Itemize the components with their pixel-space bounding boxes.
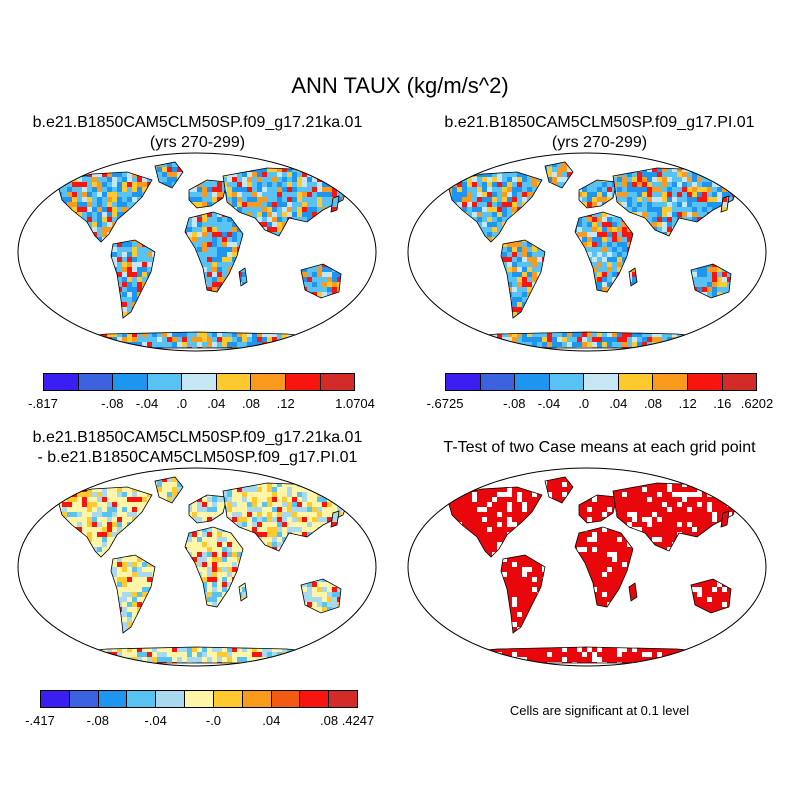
colorbar-tick-label: .16 (713, 396, 731, 411)
colorbar-cell (515, 374, 550, 390)
colorbar-tick-label: .04 (262, 713, 280, 728)
map-case (17, 152, 377, 352)
colorbar-cell (300, 691, 329, 707)
colorbar-tick-label: -.04 (136, 396, 158, 411)
colorbar-tick-label: .6202 (741, 396, 774, 411)
colorbar-tick-label: .0 (578, 396, 589, 411)
colorbar-cell (217, 374, 252, 390)
panel-title-line: b.e21.B1850CAM5CLM50SP.f09_g17.21ka.01 (5, 428, 390, 448)
panel-title-case: b.e21.B1850CAM5CLM50SP.f09_g17.21ka.01 (… (5, 113, 390, 153)
colorbar-cell (70, 691, 99, 707)
figure-title: ANN TAUX (kg/m/s^2) (0, 73, 800, 99)
colorbar-cell (243, 691, 272, 707)
colorbar-cell (41, 691, 70, 707)
colorbar-tick-label: -.08 (503, 396, 525, 411)
colorbar-cell (127, 691, 156, 707)
colorbar-cell (619, 374, 654, 390)
colorbar-cell (321, 374, 355, 390)
colorbar-cell (251, 374, 286, 390)
colorbar-labels-case: -.817 -.08 -.04.0.04.08.12 1.0704 (43, 396, 355, 412)
panel-title-line: - b.e21.B1850CAM5CLM50SP.f09_g17.PI.01 (5, 448, 390, 468)
colorbar-tick-label: -.04 (538, 396, 560, 411)
colorbar-cell (113, 374, 148, 390)
colorbar-tick-label: -.08 (87, 713, 109, 728)
colorbar-cell (44, 374, 79, 390)
panel-title-line: T-Test of two Case means at each grid po… (407, 438, 792, 458)
colorbar-tick-label: -.6725 (427, 396, 464, 411)
colorbar-cell (156, 691, 185, 707)
map-ttest (407, 467, 767, 667)
colorbar-tick-label: .04 (609, 396, 627, 411)
colorbar-cell (214, 691, 243, 707)
colorbar-cell (185, 691, 214, 707)
panel-title-line: (yrs 270-299) (407, 133, 792, 153)
colorbar-labels-difference: -.417 -.08 -.04 -.0.04.08.4247 (40, 713, 358, 729)
colorbar-tick-label: -.417 (25, 713, 55, 728)
colorbar-difference (40, 690, 358, 708)
panel-title-difference: b.e21.B1850CAM5CLM50SP.f09_g17.21ka.01 -… (5, 428, 390, 468)
colorbar-reference (445, 373, 757, 391)
panel-title-ttest: T-Test of two Case means at each grid po… (407, 438, 792, 458)
panel-title-line: (yrs 270-299) (5, 133, 390, 153)
colorbar-tick-label: .08 (320, 713, 338, 728)
colorbar-tick-label: .08 (644, 396, 662, 411)
colorbar-tick-label: 1.0704 (335, 396, 375, 411)
colorbar-tick-label: .04 (207, 396, 225, 411)
colorbar-cell (99, 691, 128, 707)
colorbar-tick-label: .08 (242, 396, 260, 411)
colorbar-case (43, 373, 355, 391)
significance-note: Cells are significant at 0.1 level (407, 703, 792, 718)
colorbar-cell (272, 691, 301, 707)
colorbar-tick-label: -.0 (206, 713, 221, 728)
colorbar-cell (79, 374, 114, 390)
colorbar-cell (688, 374, 723, 390)
colorbar-tick-label: .0 (176, 396, 187, 411)
panel-title-line: b.e21.B1850CAM5CLM50SP.f09_g17.PI.01 (407, 113, 792, 133)
colorbar-cell (286, 374, 321, 390)
colorbar-cell (329, 691, 357, 707)
map-reference (407, 152, 767, 352)
colorbar-cell (182, 374, 217, 390)
colorbar-cell (446, 374, 481, 390)
colorbar-cell (653, 374, 688, 390)
colorbar-tick-label: -.817 (28, 396, 58, 411)
colorbar-tick-label: -.04 (144, 713, 166, 728)
panel-title-line: b.e21.B1850CAM5CLM50SP.f09_g17.21ka.01 (5, 113, 390, 133)
colorbar-cell (550, 374, 585, 390)
map-difference (17, 467, 377, 667)
panel-title-reference: b.e21.B1850CAM5CLM50SP.f09_g17.PI.01 (yr… (407, 113, 792, 153)
colorbar-tick-label: .4247 (342, 713, 375, 728)
colorbar-tick-label: .12 (277, 396, 295, 411)
colorbar-labels-reference: -.6725 -.08 -.04.0.04.08.12.16.6202 (445, 396, 757, 412)
colorbar-cell (148, 374, 183, 390)
colorbar-cell (584, 374, 619, 390)
colorbar-tick-label: -.08 (101, 396, 123, 411)
colorbar-cell (723, 374, 757, 390)
colorbar-tick-label: .12 (679, 396, 697, 411)
colorbar-cell (481, 374, 516, 390)
